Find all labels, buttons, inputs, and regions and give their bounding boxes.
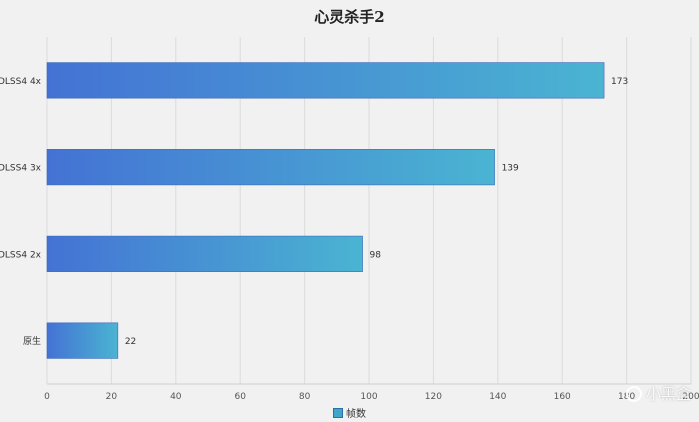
bar (46, 62, 605, 99)
x-tick-label: 200 (682, 392, 699, 402)
x-tick-label: 120 (425, 392, 442, 402)
legend-swatch (333, 408, 343, 418)
x-tick-label: 40 (170, 392, 182, 402)
data-label: 98 (370, 250, 382, 260)
bar (46, 149, 495, 186)
data-label: 22 (125, 337, 136, 347)
legend-label: 帧数 (346, 409, 366, 420)
bar (46, 235, 363, 272)
data-label: 139 (502, 164, 519, 174)
x-tick-label: 100 (360, 392, 377, 402)
x-tick-label: 140 (489, 392, 506, 402)
watermark: 小黑盒 (625, 383, 691, 404)
chart-title: 心灵杀手2 (314, 8, 385, 26)
x-tick-label: 60 (234, 392, 246, 402)
y-category-label: DLSS4 3x (0, 164, 42, 174)
y-category-label: 原生 (23, 335, 41, 347)
y-category-label: DLSS4 2x (0, 250, 42, 260)
legend: 帧数 (0, 408, 699, 421)
bar (46, 322, 119, 359)
x-tick-label: 20 (106, 392, 118, 402)
bars (46, 62, 605, 359)
watermark-text: 小黑盒 (645, 385, 691, 403)
data-label: 173 (611, 77, 628, 87)
x-tick-label: 160 (554, 392, 571, 402)
heybox-logo-icon (625, 385, 642, 402)
x-tick-label: 80 (299, 392, 311, 402)
y-category-label: DLSS4 4x (0, 77, 42, 87)
x-tick-label: 0 (44, 392, 50, 402)
grid-lines (46, 37, 692, 385)
